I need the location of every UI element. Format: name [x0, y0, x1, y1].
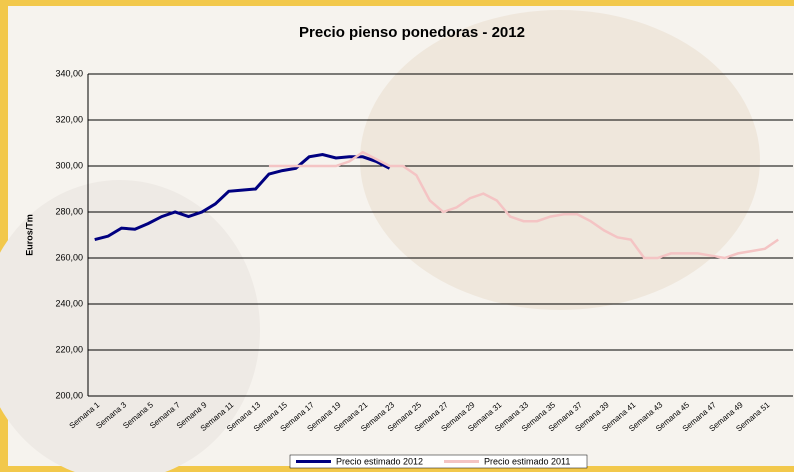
y-tick-label: 320,00	[55, 114, 83, 124]
legend-label: Precio estimado 2011	[484, 456, 570, 466]
y-tick-label: 280,00	[55, 206, 83, 216]
legend-label: Precio estimado 2012	[336, 456, 423, 466]
y-tick-label: 240,00	[55, 298, 83, 308]
y-tick-label: 200,00	[55, 390, 83, 400]
y-tick-label: 300,00	[55, 160, 83, 170]
chart-title: Precio pienso ponedoras - 2012	[299, 24, 525, 41]
y-tick-label: 260,00	[55, 252, 83, 262]
y-tick-label: 220,00	[55, 344, 83, 354]
decoration	[0, 180, 260, 472]
y-tick-label: 340,00	[55, 68, 83, 78]
legend-box	[289, 454, 588, 469]
y-axis-label: Euros/Tm	[24, 214, 34, 256]
series-line	[268, 150, 779, 260]
series-line	[94, 152, 391, 242]
decoration	[360, 10, 760, 310]
